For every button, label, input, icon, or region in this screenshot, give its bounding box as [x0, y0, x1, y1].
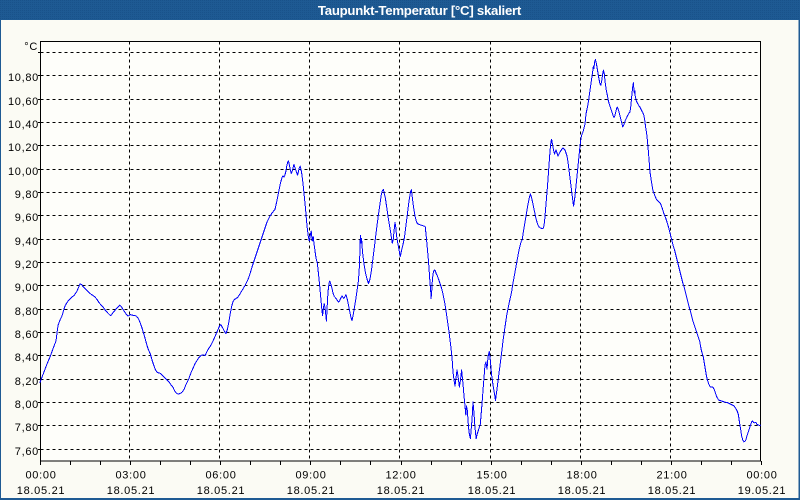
- svg-text:21:00: 21:00: [656, 470, 687, 482]
- svg-text:9,60: 9,60: [15, 212, 39, 224]
- svg-text:10,60: 10,60: [8, 96, 39, 108]
- svg-text:Taupunkt-Temperatur [°C] skali: Taupunkt-Temperatur [°C] skaliert: [318, 3, 522, 18]
- svg-text:8,80: 8,80: [15, 306, 39, 318]
- svg-text:09:00: 09:00: [295, 470, 326, 482]
- svg-text:9,80: 9,80: [15, 189, 39, 201]
- svg-text:8,60: 8,60: [15, 329, 39, 341]
- svg-text:°C: °C: [24, 41, 38, 53]
- svg-text:18.05.21: 18.05.21: [468, 485, 516, 497]
- svg-text:18.05.21: 18.05.21: [197, 485, 245, 497]
- svg-text:9,40: 9,40: [15, 236, 39, 248]
- svg-text:00:00: 00:00: [25, 470, 56, 482]
- svg-text:7,60: 7,60: [15, 446, 39, 458]
- svg-text:8,40: 8,40: [15, 352, 39, 364]
- svg-text:8,00: 8,00: [15, 399, 39, 411]
- svg-text:10,20: 10,20: [8, 142, 39, 154]
- svg-text:06:00: 06:00: [205, 470, 236, 482]
- svg-text:12:00: 12:00: [385, 470, 416, 482]
- svg-text:00:00: 00:00: [746, 470, 777, 482]
- svg-text:10,80: 10,80: [8, 72, 39, 84]
- svg-text:18.05.21: 18.05.21: [107, 485, 155, 497]
- svg-text:18.05.21: 18.05.21: [377, 485, 425, 497]
- svg-text:9,20: 9,20: [15, 259, 39, 271]
- svg-text:18.05.21: 18.05.21: [648, 485, 696, 497]
- svg-text:8,20: 8,20: [15, 376, 39, 388]
- svg-text:18.05.21: 18.05.21: [17, 485, 65, 497]
- svg-text:19.05.21: 19.05.21: [738, 485, 786, 497]
- svg-text:18.05.21: 18.05.21: [287, 485, 335, 497]
- svg-text:10,40: 10,40: [8, 119, 39, 131]
- svg-text:9,00: 9,00: [15, 282, 39, 294]
- svg-text:7,80: 7,80: [15, 422, 39, 434]
- svg-text:18.05.21: 18.05.21: [558, 485, 606, 497]
- svg-text:18:00: 18:00: [566, 470, 597, 482]
- svg-text:15:00: 15:00: [476, 470, 507, 482]
- svg-text:10,00: 10,00: [8, 166, 39, 178]
- svg-text:03:00: 03:00: [115, 470, 146, 482]
